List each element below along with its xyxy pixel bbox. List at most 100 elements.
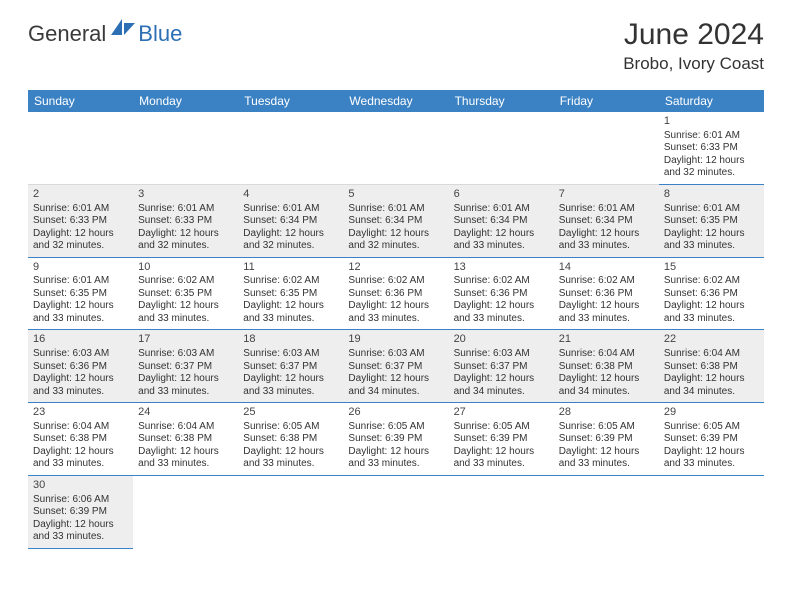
sunrise-line: Sunrise: 6:05 AM	[348, 421, 443, 434]
daylight-line: Daylight: 12 hours and 34 minutes.	[454, 373, 549, 398]
calendar-day-cell: 26Sunrise: 6:05 AMSunset: 6:39 PMDayligh…	[343, 403, 448, 476]
calendar-day-cell: 14Sunrise: 6:02 AMSunset: 6:36 PMDayligh…	[554, 258, 659, 331]
sunset-line: Sunset: 6:36 PM	[348, 288, 443, 301]
daylight-line: Daylight: 12 hours and 33 minutes.	[454, 446, 549, 471]
daylight-line: Daylight: 12 hours and 33 minutes.	[33, 446, 128, 471]
weekday-header-cell: Friday	[554, 90, 659, 112]
daylight-line: Daylight: 12 hours and 34 minutes.	[664, 373, 759, 398]
calendar-day-cell: 8Sunrise: 6:01 AMSunset: 6:35 PMDaylight…	[659, 185, 764, 258]
weekday-header-cell: Sunday	[28, 90, 133, 112]
daylight-line: Daylight: 12 hours and 33 minutes.	[664, 446, 759, 471]
calendar-day-cell: 13Sunrise: 6:02 AMSunset: 6:36 PMDayligh…	[449, 258, 554, 331]
calendar-day-cell: 21Sunrise: 6:04 AMSunset: 6:38 PMDayligh…	[554, 330, 659, 403]
calendar-day-cell: 6Sunrise: 6:01 AMSunset: 6:34 PMDaylight…	[449, 185, 554, 258]
calendar-day-cell: 4Sunrise: 6:01 AMSunset: 6:34 PMDaylight…	[238, 185, 343, 258]
day-number: 18	[243, 333, 338, 347]
sunrise-line: Sunrise: 6:02 AM	[348, 275, 443, 288]
calendar-blank-cell	[343, 112, 448, 185]
daylight-line: Daylight: 12 hours and 32 minutes.	[664, 155, 759, 180]
sunset-line: Sunset: 6:33 PM	[33, 215, 128, 228]
day-number: 19	[348, 333, 443, 347]
daylight-line: Daylight: 12 hours and 33 minutes.	[138, 300, 233, 325]
day-number: 8	[664, 188, 759, 202]
sunset-line: Sunset: 6:37 PM	[348, 361, 443, 374]
daylight-line: Daylight: 12 hours and 32 minutes.	[243, 228, 338, 253]
sunrise-line: Sunrise: 6:03 AM	[138, 348, 233, 361]
calendar-day-cell: 15Sunrise: 6:02 AMSunset: 6:36 PMDayligh…	[659, 258, 764, 331]
calendar-blank-cell	[554, 476, 659, 549]
calendar-blank-cell	[133, 476, 238, 549]
daylight-line: Daylight: 12 hours and 32 minutes.	[33, 228, 128, 253]
sunrise-line: Sunrise: 6:03 AM	[454, 348, 549, 361]
weekday-header-cell: Wednesday	[343, 90, 448, 112]
calendar-day-cell: 11Sunrise: 6:02 AMSunset: 6:35 PMDayligh…	[238, 258, 343, 331]
day-number: 9	[33, 261, 128, 275]
sunset-line: Sunset: 6:34 PM	[454, 215, 549, 228]
day-number: 22	[664, 333, 759, 347]
daylight-line: Daylight: 12 hours and 33 minutes.	[138, 373, 233, 398]
day-number: 13	[454, 261, 549, 275]
calendar-day-cell: 5Sunrise: 6:01 AMSunset: 6:34 PMDaylight…	[343, 185, 448, 258]
calendar-day-cell: 16Sunrise: 6:03 AMSunset: 6:36 PMDayligh…	[28, 330, 133, 403]
calendar-day-cell: 7Sunrise: 6:01 AMSunset: 6:34 PMDaylight…	[554, 185, 659, 258]
weekday-header-cell: Tuesday	[238, 90, 343, 112]
sunrise-line: Sunrise: 6:01 AM	[348, 203, 443, 216]
sunset-line: Sunset: 6:35 PM	[243, 288, 338, 301]
day-number: 6	[454, 188, 549, 202]
sunset-line: Sunset: 6:36 PM	[664, 288, 759, 301]
calendar-blank-cell	[238, 476, 343, 549]
sunset-line: Sunset: 6:37 PM	[138, 361, 233, 374]
day-number: 11	[243, 261, 338, 275]
calendar-blank-cell	[449, 476, 554, 549]
sunset-line: Sunset: 6:39 PM	[454, 433, 549, 446]
day-number: 15	[664, 261, 759, 275]
sunset-line: Sunset: 6:33 PM	[138, 215, 233, 228]
sunset-line: Sunset: 6:37 PM	[243, 361, 338, 374]
location-label: Brobo, Ivory Coast	[623, 54, 764, 74]
day-number: 30	[33, 479, 128, 493]
day-number: 26	[348, 406, 443, 420]
daylight-line: Daylight: 12 hours and 33 minutes.	[559, 228, 654, 253]
sunrise-line: Sunrise: 6:04 AM	[138, 421, 233, 434]
sunrise-line: Sunrise: 6:01 AM	[454, 203, 549, 216]
daylight-line: Daylight: 12 hours and 33 minutes.	[243, 300, 338, 325]
sunset-line: Sunset: 6:38 PM	[664, 361, 759, 374]
sunset-line: Sunset: 6:36 PM	[454, 288, 549, 301]
sunrise-line: Sunrise: 6:02 AM	[138, 275, 233, 288]
calendar-blank-cell	[28, 112, 133, 185]
logo-text-blue: Blue	[138, 21, 182, 47]
daylight-line: Daylight: 12 hours and 33 minutes.	[33, 300, 128, 325]
sunrise-line: Sunrise: 6:05 AM	[454, 421, 549, 434]
sunrise-line: Sunrise: 6:04 AM	[559, 348, 654, 361]
sunrise-line: Sunrise: 6:02 AM	[243, 275, 338, 288]
calendar-blank-cell	[133, 112, 238, 185]
sunrise-line: Sunrise: 6:06 AM	[33, 494, 128, 507]
calendar: SundayMondayTuesdayWednesdayThursdayFrid…	[28, 90, 764, 549]
daylight-line: Daylight: 12 hours and 33 minutes.	[33, 373, 128, 398]
title-block: June 2024 Brobo, Ivory Coast	[623, 18, 764, 74]
day-number: 29	[664, 406, 759, 420]
weekday-header-cell: Thursday	[449, 90, 554, 112]
sunrise-line: Sunrise: 6:01 AM	[138, 203, 233, 216]
month-title: June 2024	[623, 18, 764, 52]
sunset-line: Sunset: 6:35 PM	[33, 288, 128, 301]
calendar-blank-cell	[343, 476, 448, 549]
day-number: 1	[664, 115, 759, 129]
day-number: 12	[348, 261, 443, 275]
calendar-day-cell: 9Sunrise: 6:01 AMSunset: 6:35 PMDaylight…	[28, 258, 133, 331]
calendar-day-cell: 19Sunrise: 6:03 AMSunset: 6:37 PMDayligh…	[343, 330, 448, 403]
calendar-day-cell: 3Sunrise: 6:01 AMSunset: 6:33 PMDaylight…	[133, 185, 238, 258]
calendar-body: 1Sunrise: 6:01 AMSunset: 6:33 PMDaylight…	[28, 112, 764, 549]
sunset-line: Sunset: 6:38 PM	[33, 433, 128, 446]
calendar-day-cell: 22Sunrise: 6:04 AMSunset: 6:38 PMDayligh…	[659, 330, 764, 403]
calendar-day-cell: 12Sunrise: 6:02 AMSunset: 6:36 PMDayligh…	[343, 258, 448, 331]
sunrise-line: Sunrise: 6:01 AM	[33, 275, 128, 288]
sunset-line: Sunset: 6:33 PM	[664, 142, 759, 155]
sunrise-line: Sunrise: 6:05 AM	[664, 421, 759, 434]
sunrise-line: Sunrise: 6:01 AM	[33, 203, 128, 216]
daylight-line: Daylight: 12 hours and 33 minutes.	[243, 446, 338, 471]
day-number: 28	[559, 406, 654, 420]
sunset-line: Sunset: 6:35 PM	[138, 288, 233, 301]
sunset-line: Sunset: 6:38 PM	[559, 361, 654, 374]
sunset-line: Sunset: 6:34 PM	[348, 215, 443, 228]
